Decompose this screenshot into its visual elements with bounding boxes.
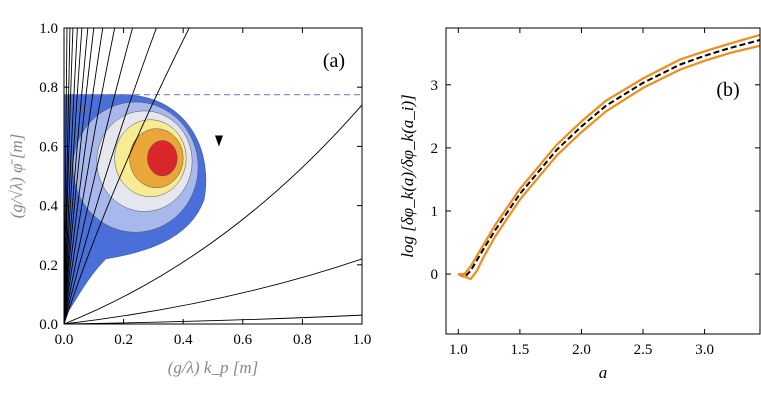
panel-a-frame	[63, 27, 363, 325]
y-tick-label: 1	[431, 204, 439, 220]
panel-a-y-axis-label: (g/√λ) φ̄ [m]	[7, 134, 26, 219]
contour-fills	[64, 93, 362, 319]
y-tick-label: 0.4	[39, 199, 58, 215]
panel-b-frame	[445, 27, 761, 335]
y-tick-label: 0.6	[39, 139, 58, 155]
trajectory-line	[64, 258, 362, 324]
panel-b-label: (b)	[716, 79, 739, 101]
y-tick-label: 0.2	[39, 258, 58, 274]
panel-a-label: (a)	[323, 50, 345, 72]
trajectory-arrow	[214, 135, 223, 147]
x-tick-label: 1.0	[449, 342, 468, 358]
trajectory-line	[64, 28, 89, 324]
series-lower	[457, 44, 760, 281]
y-tick-label: 0.0	[39, 317, 58, 333]
panel-a-axes: 0.0 0.2 0.4 0.6 0.8 1.0 0.0 0.2 0.4 0.6 0.8 1.0	[39, 21, 371, 348]
x-tick-label: 1.5	[511, 342, 530, 358]
trajectory-line	[64, 28, 116, 324]
y-tick-label: 3	[431, 78, 439, 94]
trajectory-line	[64, 28, 104, 324]
panel-b-y-axis-label: log [δφ_k(a)/δφ_k(a_i)]	[398, 94, 417, 258]
trajectory-line	[64, 314, 362, 324]
x-tick-label: 2.0	[572, 342, 591, 358]
panel-b-x-axis-label: a	[599, 363, 608, 382]
trajectory-line	[64, 28, 95, 324]
panel-a-x-axis-label: (g/λ) k_p [m]	[168, 358, 258, 377]
x-tick-label: 0.0	[55, 332, 74, 348]
y-tick-label: 0	[431, 267, 439, 283]
x-tick-label: 0.4	[174, 332, 193, 348]
panel-b: 1.0 1.5 2.0 2.5 3.0 0 1 2 3 (b) a log [δφ_k(a)/δ…	[398, 27, 761, 382]
panel-a: 0.0 0.2 0.4 0.6 0.8 1.0 0.0 0.2 0.4 0.6 0.8 1.0 (a)…	[7, 21, 371, 377]
y-tick-label: 0.8	[39, 80, 58, 96]
trajectory-lines	[64, 28, 362, 324]
x-tick-label: 3.0	[695, 342, 714, 358]
y-tick-label: 2	[431, 141, 439, 157]
trajectory-line	[64, 104, 362, 324]
x-tick-label: 2.5	[634, 342, 653, 358]
contour-red	[147, 140, 178, 177]
x-tick-label: 1.0	[353, 332, 372, 348]
trajectory-line	[64, 28, 157, 324]
x-tick-label: 0.6	[233, 332, 252, 348]
x-tick-label: 0.2	[114, 332, 133, 348]
series-upper	[458, 33, 760, 276]
y-tick-label: 1.0	[39, 21, 58, 37]
growth-curves	[457, 33, 760, 281]
panel-b-axes: 1.0 1.5 2.0 2.5 3.0 0 1 2 3	[431, 27, 761, 358]
trajectory-line	[64, 28, 133, 324]
x-tick-label: 0.8	[293, 332, 312, 348]
trajectory-line	[64, 28, 190, 324]
series-middle	[457, 39, 760, 279]
trajectory-line	[64, 28, 83, 324]
